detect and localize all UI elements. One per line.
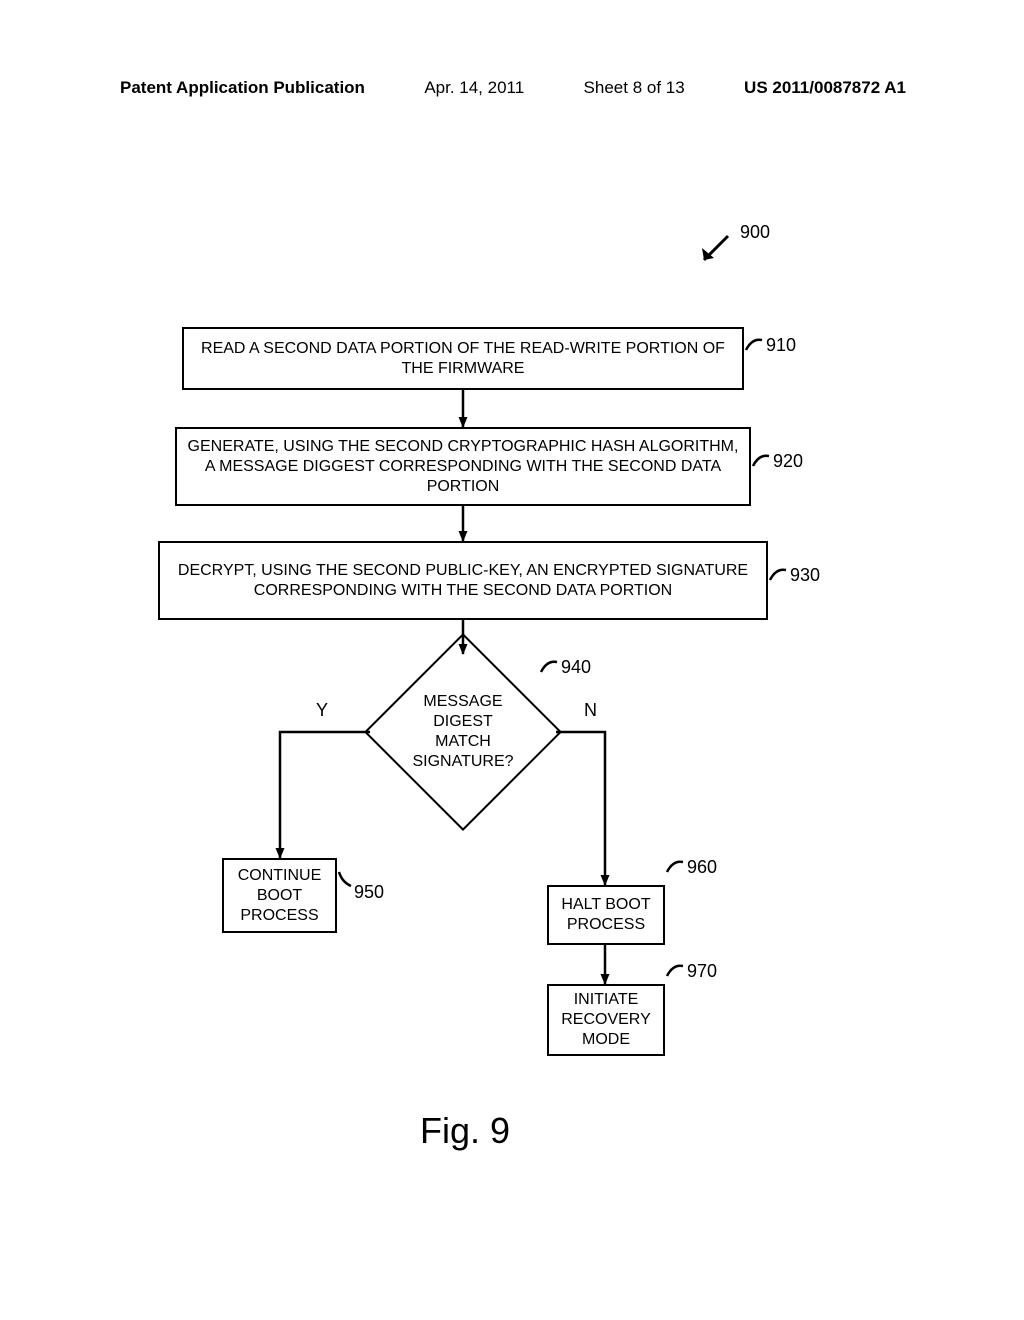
step-930-text: DECRYPT, USING THE SECOND PUBLIC-KEY, AN… (170, 561, 756, 601)
step-950-text: CONTINUE BOOT PROCESS (234, 866, 325, 926)
decision-yes-label: Y (316, 700, 328, 721)
ref-960: 960 (687, 857, 717, 878)
step-910-text: READ A SECOND DATA PORTION OF THE READ-W… (194, 339, 732, 379)
step-950: CONTINUE BOOT PROCESS (222, 858, 337, 933)
flow-arrows (0, 0, 1024, 1320)
page: Patent Application Publication Apr. 14, … (0, 0, 1024, 1320)
header-pub-number: US 2011/0087872 A1 (744, 78, 906, 98)
ref-930: 930 (790, 565, 820, 586)
step-970-text: INITIATE RECOVERY MODE (559, 990, 653, 1050)
ref-910: 910 (766, 335, 796, 356)
header-date: Apr. 14, 2011 (424, 78, 524, 98)
step-920: GENERATE, USING THE SECOND CRYPTOGRAPHIC… (175, 427, 751, 506)
ref-tick-icon (768, 566, 790, 584)
decision-940-text: MESSAGE DIGEST MATCH SIGNATURE? (412, 692, 513, 772)
step-920-text: GENERATE, USING THE SECOND CRYPTOGRAPHIC… (187, 437, 739, 497)
ref-tick-icon (744, 336, 766, 354)
step-960-text: HALT BOOT PROCESS (559, 895, 653, 935)
page-header: Patent Application Publication Apr. 14, … (0, 78, 1024, 98)
header-sheet: Sheet 8 of 13 (584, 78, 685, 98)
step-910: READ A SECOND DATA PORTION OF THE READ-W… (182, 327, 744, 390)
flow-ref-900: 900 (740, 222, 770, 243)
ref-950: 950 (354, 882, 384, 903)
step-970: INITIATE RECOVERY MODE (547, 984, 665, 1056)
ref-940: 940 (561, 657, 591, 678)
decision-no-label: N (584, 700, 597, 721)
figure-caption: Fig. 9 (420, 1110, 510, 1152)
ref-920: 920 (773, 451, 803, 472)
ref-970: 970 (687, 961, 717, 982)
step-960: HALT BOOT PROCESS (547, 885, 665, 945)
ref-tick-icon (665, 962, 687, 980)
header-publication-label: Patent Application Publication (120, 78, 365, 98)
ref-tick-icon (665, 858, 687, 876)
ref-tick-icon (751, 452, 773, 470)
flow-ref-arrow-icon (696, 230, 736, 270)
decision-940: MESSAGE DIGEST MATCH SIGNATURE? (393, 662, 533, 802)
ref-tick-icon (539, 658, 561, 676)
step-930: DECRYPT, USING THE SECOND PUBLIC-KEY, AN… (158, 541, 768, 620)
